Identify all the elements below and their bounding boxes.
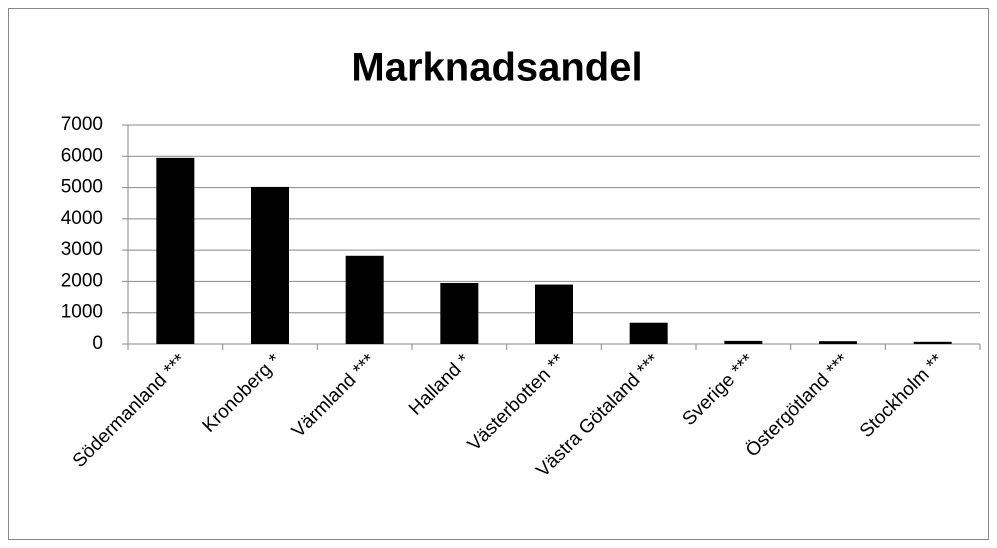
- y-tick-label: 0: [92, 333, 103, 354]
- bar: [156, 157, 195, 344]
- bar: [913, 341, 952, 344]
- y-tick-label: 2000: [61, 270, 103, 291]
- y-tick-label: 1000: [61, 302, 103, 323]
- y-tick-label: 4000: [61, 208, 103, 229]
- y-tick-label: 7000: [61, 114, 103, 135]
- bar: [251, 186, 289, 344]
- bar: [440, 282, 479, 344]
- bar: [819, 341, 857, 344]
- y-tick-label: 6000: [61, 145, 103, 166]
- bar: [535, 284, 573, 344]
- bar: [629, 322, 668, 344]
- bar: [724, 340, 763, 344]
- bar: [345, 255, 384, 344]
- y-tick-label: 5000: [61, 177, 103, 198]
- y-tick-label: 3000: [61, 239, 103, 260]
- chart-title: Marknadsandel: [351, 46, 642, 90]
